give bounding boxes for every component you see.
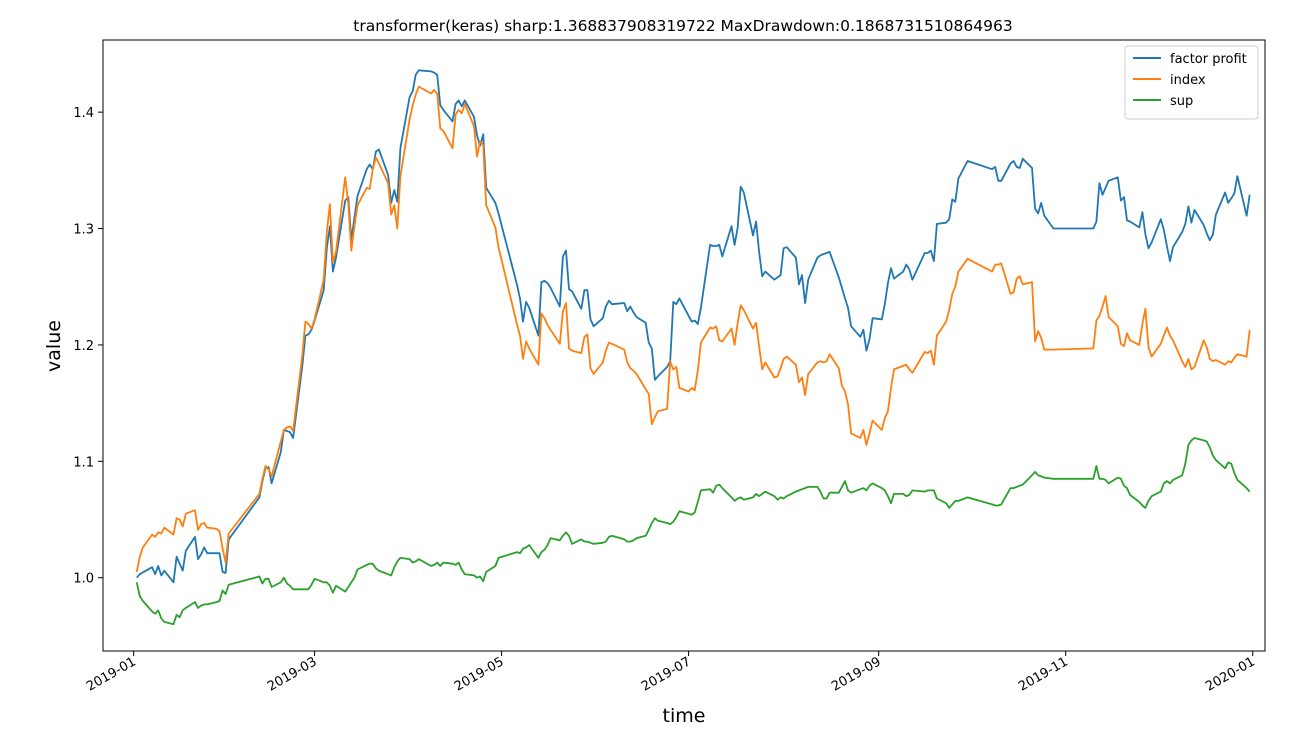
y-axis: 1.0 1.1 1.2 1.3 1.4: [73, 106, 103, 587]
y-tick-label: 1.4: [73, 106, 94, 121]
x-axis-label: time: [663, 705, 706, 727]
legend: factor profit index sup: [1124, 45, 1259, 120]
y-tick-label: 1.3: [73, 223, 94, 238]
plot-frame: [102, 39, 1266, 652]
legend-label: factor profit: [1170, 52, 1247, 67]
y-axis-label: value: [43, 320, 65, 372]
y-tick-label: 1.2: [73, 339, 94, 354]
series-line-factor-profit: [136, 69, 1251, 584]
y-tick-label: 1.1: [73, 455, 94, 470]
series-line-sup: [135, 437, 1251, 626]
series-line-index: [135, 85, 1251, 573]
y-tick-label: 1.0: [73, 572, 94, 587]
chart-title: transformer(keras) sharp:1.3688379083197…: [353, 17, 1012, 35]
legend-label: sup: [1170, 94, 1193, 109]
plot-area: [135, 69, 1251, 626]
legend-label: index: [1170, 73, 1206, 88]
